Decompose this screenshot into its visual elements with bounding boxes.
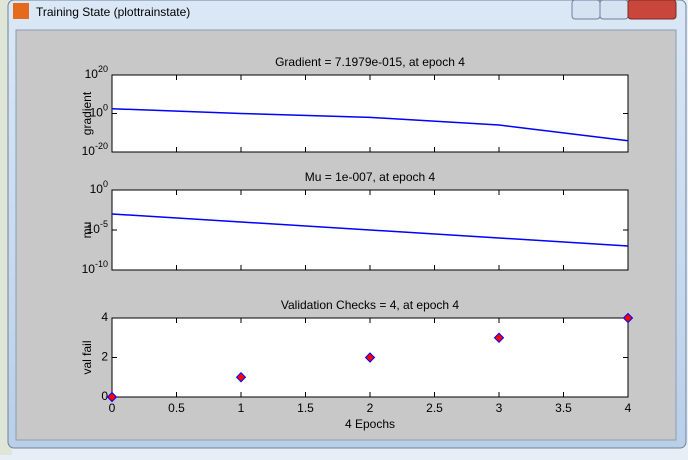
- marker: [106, 391, 118, 403]
- maximize-button[interactable]: [599, 0, 629, 20]
- y-axis-label: gradient: [80, 91, 94, 135]
- marker: [235, 372, 247, 383]
- window-title: Training State (plottrainstate): [36, 5, 190, 19]
- x-tick-label: 1: [238, 401, 245, 415]
- y-tick-label: 10-10: [82, 259, 108, 276]
- x-tick-label: 3.5: [555, 401, 572, 415]
- minimize-button[interactable]: [571, 0, 601, 20]
- y-tick-label: 4: [101, 310, 108, 324]
- y-tick-label: 10-20: [82, 141, 108, 158]
- close-button[interactable]: [627, 0, 677, 20]
- chart-title: Mu = 1e-007, at epoch 4: [305, 170, 436, 184]
- x-tick-label: 4: [625, 401, 632, 415]
- y-axis-label: val fail: [80, 340, 94, 374]
- y-tick-label: 2: [101, 350, 108, 364]
- plot-area: [111, 74, 629, 153]
- marker: [622, 312, 634, 324]
- chart-title: Validation Checks = 4, at epoch 4: [281, 298, 460, 312]
- line: [111, 107, 629, 142]
- x-tick-label: 3: [496, 401, 503, 415]
- marker: [493, 332, 505, 343]
- y-tick-label: 0: [101, 389, 108, 403]
- x-tick-label: 2.5: [426, 401, 443, 415]
- x-axis-label: 4 Epochs: [345, 417, 395, 431]
- y-axis-label: mu: [80, 222, 94, 239]
- chart-title: Gradient = 7.1979e-015, at epoch 4: [275, 55, 465, 69]
- line: [111, 213, 629, 247]
- marker: [364, 352, 376, 363]
- x-tick-label: 1.5: [297, 401, 314, 415]
- y-tick-label: 100: [90, 103, 108, 120]
- window-icon: [13, 3, 29, 19]
- y-tick-label: 1020: [85, 64, 108, 81]
- x-tick-label: 0: [109, 401, 116, 415]
- x-tick-label: 0.5: [168, 401, 185, 415]
- x-tick-label: 2: [367, 401, 374, 415]
- y-tick-label: 100: [90, 179, 108, 196]
- y-tick-label: 10-5: [87, 219, 108, 236]
